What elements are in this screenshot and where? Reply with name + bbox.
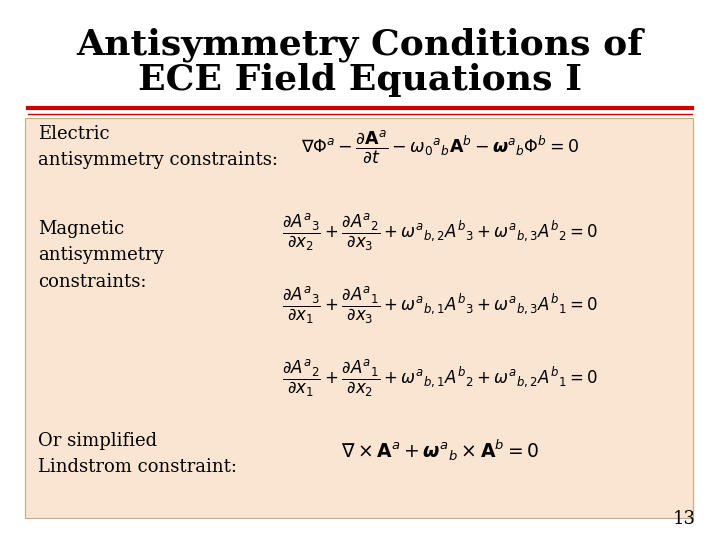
Text: Magnetic
antisymmetry
constraints:: Magnetic antisymmetry constraints: — [38, 220, 163, 291]
Text: $\dfrac{\partial A^{a}{}_{3}}{\partial x_2} + \dfrac{\partial A^{a}{}_{2}}{\part: $\dfrac{\partial A^{a}{}_{3}}{\partial x… — [282, 211, 598, 253]
Text: $\dfrac{\partial A^{a}{}_{3}}{\partial x_1} + \dfrac{\partial A^{a}{}_{1}}{\part: $\dfrac{\partial A^{a}{}_{3}}{\partial x… — [282, 285, 598, 326]
Text: $\dfrac{\partial A^{a}{}_{2}}{\partial x_1} + \dfrac{\partial A^{a}{}_{1}}{\part: $\dfrac{\partial A^{a}{}_{2}}{\partial x… — [282, 357, 598, 399]
FancyBboxPatch shape — [25, 118, 693, 518]
Text: 13: 13 — [673, 510, 696, 528]
Text: Electric
antisymmetry constraints:: Electric antisymmetry constraints: — [38, 125, 278, 170]
Text: $\nabla\Phi^{a} - \dfrac{\partial \mathbf{A}^{a}}{\partial t} - \omega_0{}^{a}{}: $\nabla\Phi^{a} - \dfrac{\partial \mathb… — [301, 129, 579, 165]
Text: Or simplified
Lindstrom constraint:: Or simplified Lindstrom constraint: — [38, 432, 237, 476]
Text: $\nabla \times \mathbf{A}^{a} + \boldsymbol{\omega}^{a}{}_{b} \times \mathbf{A}^: $\nabla \times \mathbf{A}^{a} + \boldsym… — [341, 437, 539, 463]
Text: Antisymmetry Conditions of: Antisymmetry Conditions of — [76, 28, 644, 62]
Text: ECE Field Equations I: ECE Field Equations I — [138, 63, 582, 97]
